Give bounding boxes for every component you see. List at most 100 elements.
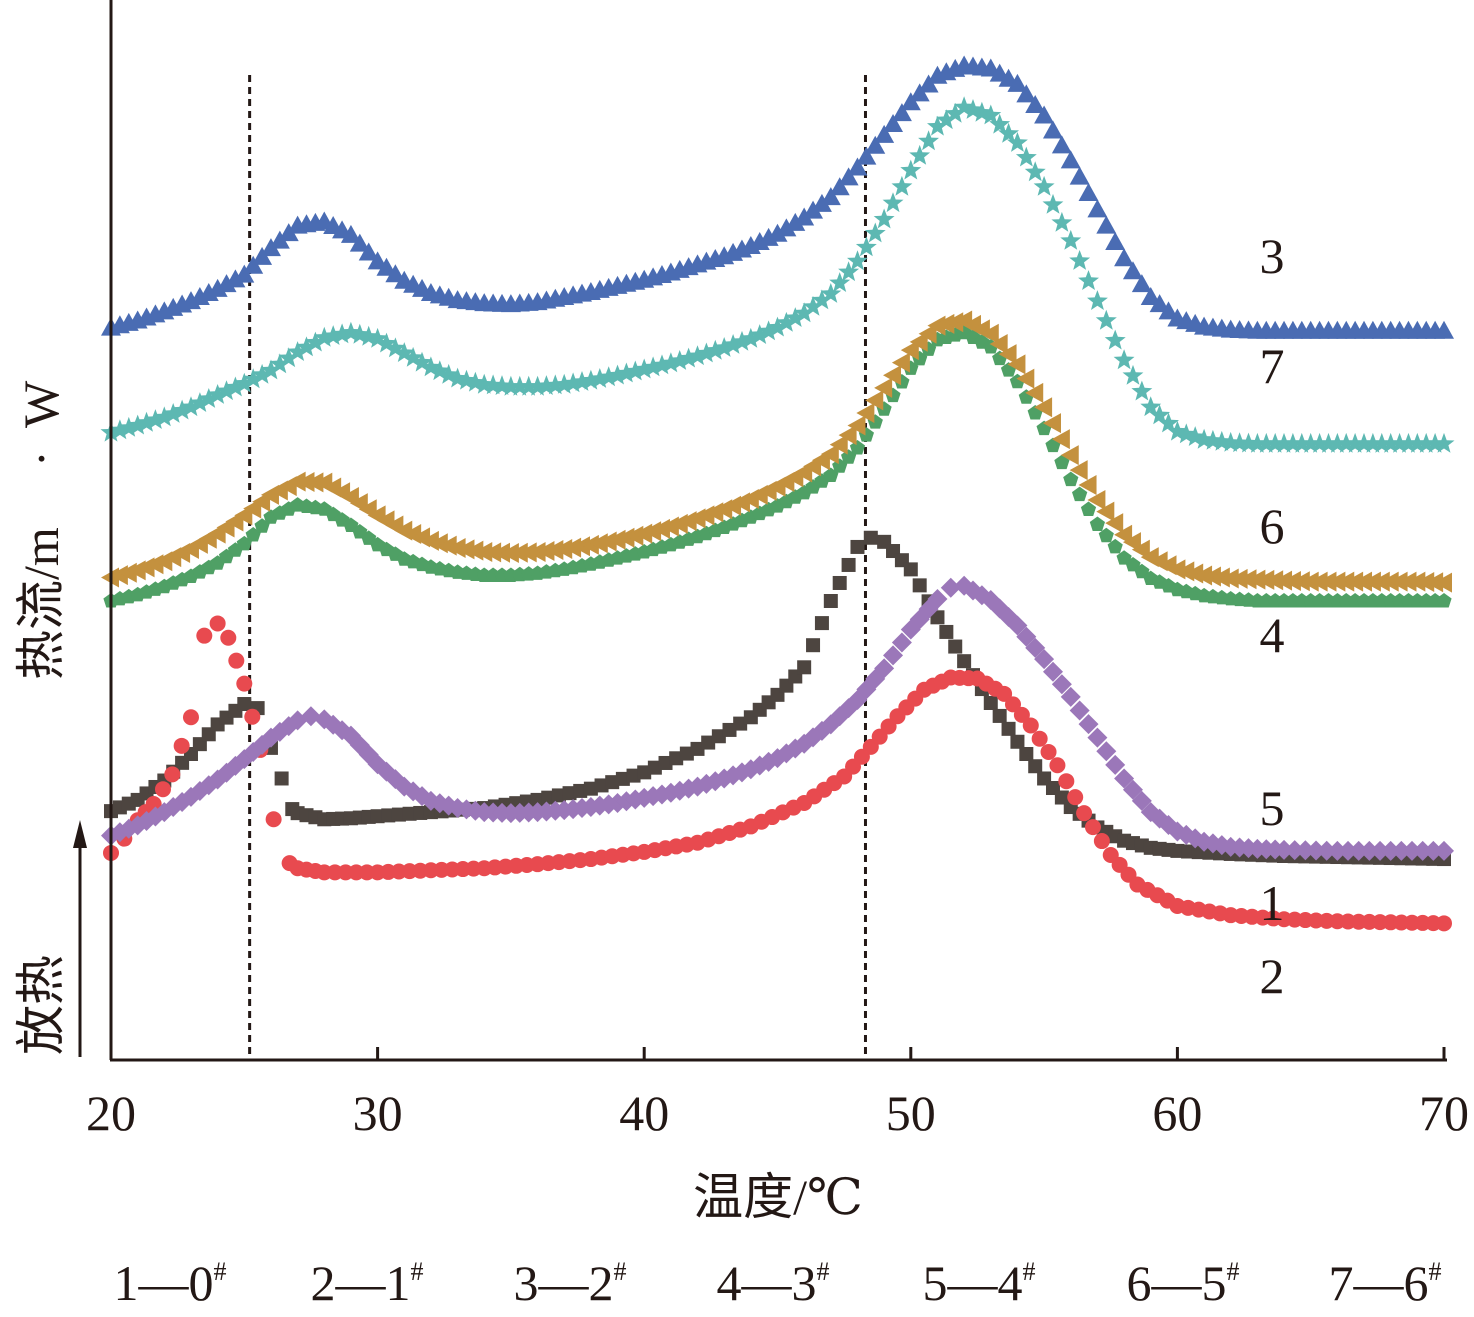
series-1-point-53 bbox=[626, 768, 641, 783]
series-7-point-81 bbox=[820, 283, 842, 303]
series-6-point-44 bbox=[492, 542, 511, 563]
legend-item-7: 7—6# bbox=[1329, 1255, 1442, 1311]
series-3-point-115 bbox=[1122, 261, 1143, 280]
series-7-point-59 bbox=[624, 360, 646, 381]
series-1-point-45 bbox=[541, 790, 556, 805]
series-3-point-79 bbox=[803, 200, 824, 219]
series-7-point-121 bbox=[1175, 423, 1197, 444]
series-3-point-13 bbox=[216, 274, 237, 293]
series-3-point-14 bbox=[225, 269, 246, 288]
series-7-point-122 bbox=[1184, 426, 1206, 446]
series-6-point-104 bbox=[1025, 382, 1044, 403]
series-3-point-109 bbox=[1069, 166, 1090, 185]
series-1-point-63 bbox=[733, 716, 748, 731]
series-4-point-112 bbox=[1098, 527, 1114, 543]
series-5-point-106 bbox=[1060, 686, 1081, 707]
series-1-point-95 bbox=[1028, 759, 1043, 774]
series-4-point-107 bbox=[1054, 454, 1070, 470]
series-6 bbox=[101, 310, 1452, 593]
series-5-point-105 bbox=[1051, 674, 1072, 695]
series-6-point-121 bbox=[1176, 561, 1195, 582]
series-6-point-125 bbox=[1211, 567, 1230, 588]
series-2-point-95 bbox=[1058, 773, 1075, 790]
series-6-point-93 bbox=[927, 315, 946, 336]
series-7-point-34 bbox=[402, 346, 424, 367]
series-6-point-37 bbox=[429, 533, 448, 554]
series-5-point-135 bbox=[1327, 840, 1348, 861]
series-3-point-85 bbox=[856, 146, 877, 165]
series-1-point-56 bbox=[658, 755, 673, 770]
series-7-point-2 bbox=[118, 416, 140, 437]
series-7-point-85 bbox=[855, 236, 877, 257]
series-3-point-77 bbox=[785, 212, 806, 231]
series-1-point-73 bbox=[823, 594, 838, 608]
plot-area bbox=[100, 55, 1455, 1060]
series-3-point-88 bbox=[883, 113, 904, 132]
series-7-point-95 bbox=[944, 102, 966, 123]
series-6-point-46 bbox=[509, 542, 528, 563]
legend-item-3: 3—2# bbox=[514, 1255, 627, 1311]
series-5-point-139 bbox=[1370, 840, 1391, 861]
series-labels: 1 2 3 4 5 6 7 bbox=[1260, 228, 1285, 1004]
series-5-point-108 bbox=[1078, 714, 1099, 735]
series-7-point-4 bbox=[136, 411, 157, 432]
series-3-point-78 bbox=[794, 207, 815, 226]
series-5-point-101 bbox=[1016, 626, 1037, 647]
series-5-point-104 bbox=[1042, 661, 1063, 682]
series-6-point-99 bbox=[980, 323, 999, 344]
series-1-point-47 bbox=[562, 786, 577, 801]
series-7-point-48 bbox=[527, 375, 548, 396]
series-7-point-119 bbox=[1158, 412, 1179, 433]
series-7-point-36 bbox=[420, 356, 442, 377]
series-7-point-100 bbox=[989, 113, 1011, 134]
series-3-point-82 bbox=[829, 177, 850, 196]
series-6-point-88 bbox=[883, 365, 902, 386]
series-2-point-98 bbox=[1084, 819, 1101, 836]
series-7-point-33 bbox=[393, 342, 415, 362]
series-7-point-3 bbox=[127, 414, 149, 435]
series-3-point-119 bbox=[1158, 301, 1179, 320]
series-1-point-18 bbox=[274, 771, 289, 786]
series-1-point-90 bbox=[983, 696, 998, 710]
series-7-point-87 bbox=[873, 208, 895, 229]
series-6-point-87 bbox=[874, 377, 893, 398]
series-2-point-10 bbox=[209, 615, 226, 632]
series-7-point-127 bbox=[1229, 432, 1251, 453]
series-2-point-97 bbox=[1076, 805, 1093, 822]
series-7-point-104 bbox=[1024, 161, 1046, 182]
series-5-point-133 bbox=[1306, 840, 1327, 861]
series-7-point-52 bbox=[562, 372, 584, 393]
series-7-point-90 bbox=[900, 159, 922, 180]
series-6-point-39 bbox=[447, 537, 466, 558]
series-6-point-108 bbox=[1060, 445, 1079, 466]
series-3-point-76 bbox=[776, 218, 797, 237]
series-7-point-106 bbox=[1042, 193, 1064, 214]
series-1-point-33 bbox=[413, 805, 428, 820]
series-3-point-111 bbox=[1087, 199, 1108, 218]
series-2-point-12 bbox=[228, 652, 245, 669]
series-7-point-142 bbox=[1362, 432, 1384, 453]
legend-item-1: 1—0# bbox=[114, 1255, 227, 1311]
series-3-point-27 bbox=[340, 224, 361, 243]
x-tick-label-70: 70 bbox=[1419, 1085, 1469, 1141]
series-6-point-122 bbox=[1185, 563, 1204, 584]
series-6-point-106 bbox=[1042, 413, 1061, 434]
series-1-point-70 bbox=[797, 660, 812, 675]
series-5-point-87 bbox=[883, 645, 904, 666]
series-7-point-19 bbox=[269, 353, 291, 374]
series-7-point-91 bbox=[909, 144, 931, 165]
series-4-point-110 bbox=[1080, 501, 1097, 516]
series-3-point-81 bbox=[820, 187, 841, 206]
series-7-point-30 bbox=[367, 327, 389, 348]
x-ticks: 20 30 40 50 60 70 bbox=[86, 1047, 1469, 1141]
series-7-point-13 bbox=[216, 380, 237, 401]
series-1-point-46 bbox=[551, 788, 566, 803]
series-6-point-52 bbox=[563, 537, 582, 558]
series-7-point-71 bbox=[731, 330, 753, 351]
series-7-point-58 bbox=[616, 362, 637, 383]
series-1-point-62 bbox=[722, 722, 737, 737]
series-7-point-109 bbox=[1069, 250, 1091, 270]
series-3-point-116 bbox=[1131, 274, 1152, 293]
series-3-point-150 bbox=[1434, 320, 1454, 339]
series-7-point-93 bbox=[927, 115, 948, 136]
